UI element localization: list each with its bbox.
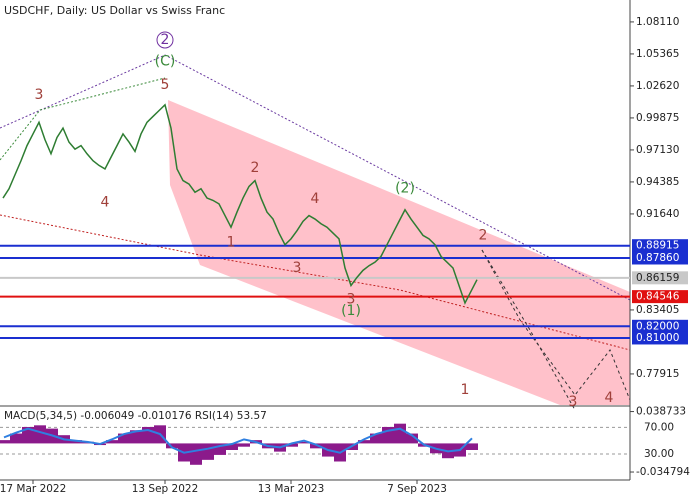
wave-label: 4: [101, 195, 110, 211]
rsi-line: [3, 427, 473, 454]
macd-bar: [406, 433, 418, 444]
projection: [481, 249, 576, 411]
trend-line: [0, 214, 631, 351]
indicator-label: MACD(5,34,5) -0.006049 -0.010176 RSI(14)…: [4, 410, 267, 422]
y-tick-label: 1.02620: [636, 80, 679, 92]
macd-bar: [466, 443, 478, 450]
level-label: 0.81000: [636, 332, 679, 344]
macd-bar: [310, 443, 322, 449]
wave-label: 3: [347, 291, 356, 307]
projection: [481, 249, 631, 401]
wave-circle: [156, 31, 174, 49]
macd-bar: [358, 440, 370, 444]
wave-label: 3: [293, 260, 302, 276]
macd-bar: [238, 443, 250, 447]
rsi-tick-label: 70.00: [644, 421, 674, 433]
macd-bar: [190, 443, 202, 465]
chart-title: USDCHF, Daily: US Dollar vs Swiss Franc: [4, 4, 225, 17]
level-label: 0.84546: [636, 291, 680, 303]
wave-label: 4: [311, 191, 320, 207]
y-tick-label: 0.94385: [636, 176, 679, 188]
macd-bar: [202, 443, 214, 460]
x-tick-label: 13 Sep 2022: [132, 483, 199, 495]
y-tick-label: 0.97130: [636, 144, 679, 156]
y-tick-label: 0.83405: [636, 304, 679, 316]
macd-bar: [214, 443, 226, 455]
level-box: [632, 239, 688, 253]
macd-bar: [106, 440, 118, 444]
x-tick-label: 17 Mar 2022: [0, 483, 66, 495]
y-tick-label: 1.08110: [636, 16, 679, 28]
y-tick-label: 0.99875: [636, 112, 679, 124]
level-box: [632, 271, 688, 285]
wave-label: 1: [461, 382, 470, 398]
level-box: [632, 251, 688, 265]
rsi-tick-label: 30.00: [644, 448, 674, 460]
wave-label: 3: [569, 394, 578, 410]
level-box: [632, 319, 688, 333]
x-tick-label: 13 Mar 2023: [258, 483, 325, 495]
wave-line: [0, 54, 631, 301]
macd-bar: [130, 430, 142, 444]
macd-bar: [34, 425, 46, 444]
price-line: [2, 103, 478, 305]
wave-label: 2: [479, 227, 488, 243]
y-tick-label: 0.038733: [636, 406, 686, 418]
y-tick-label: -0.034794: [636, 466, 690, 478]
macd-bar: [0, 440, 10, 444]
macd-bar: [298, 441, 310, 444]
channel: [168, 100, 630, 405]
wave-label: 3: [35, 87, 44, 103]
wave-label: 2: [251, 160, 260, 176]
macd-bar: [70, 440, 82, 444]
x-tick-label: 7 Sep 2023: [387, 483, 447, 495]
wave-label: (1): [341, 303, 361, 319]
level-box: [632, 290, 688, 304]
wave-label: 1: [227, 234, 236, 250]
macd-bar: [394, 423, 406, 444]
macd-bar: [226, 443, 238, 450]
level-label: 0.86159: [636, 272, 679, 284]
macd-bar: [10, 433, 22, 444]
y-tick-label: 0.77915: [636, 368, 679, 380]
macd-bar: [370, 433, 382, 444]
level-box: [632, 331, 688, 345]
level-label: 0.87860: [636, 252, 679, 264]
y-tick-label: 0.91640: [636, 208, 679, 220]
wave-label: 5: [161, 77, 170, 93]
wave-label: (2): [395, 181, 415, 197]
wave-label: (C): [155, 54, 176, 70]
macd-bar: [22, 426, 34, 444]
wave-label: 4: [605, 390, 614, 406]
y-tick-label: 1.05365: [636, 48, 679, 60]
wave-label: 2: [161, 32, 170, 48]
level-label: 0.88915: [636, 240, 679, 252]
level-label: 0.82000: [636, 320, 679, 332]
wave-line: [0, 77, 166, 161]
macd-bar: [118, 433, 130, 444]
macd-bar: [286, 443, 298, 447]
